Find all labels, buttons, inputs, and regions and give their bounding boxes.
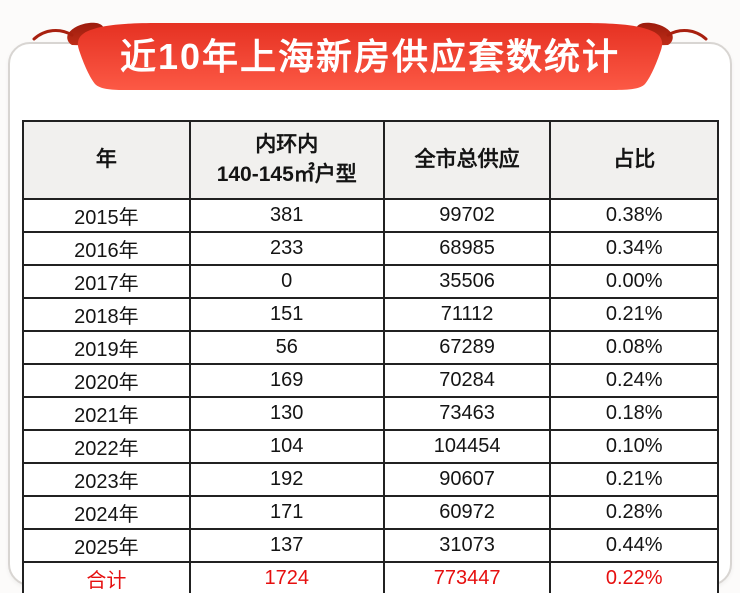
cell-year: 2025年 [22, 528, 191, 563]
col-header-inner-ring-line1: 内环内 [255, 132, 319, 156]
table-row: 2015年 381 99702 0.38% [22, 198, 719, 233]
cell-ratio: 0.38% [549, 198, 719, 233]
stats-table: 年 内环内 140-145㎡户型 全市总供应 占比 2015年 381 9970… [22, 120, 719, 593]
cell-total-inner: 1724 [188, 561, 385, 593]
cell-inner: 381 [188, 198, 385, 233]
table-row: 2020年 169 70284 0.24% [22, 363, 719, 398]
cell-inner: 137 [188, 528, 385, 563]
cell-inner: 151 [188, 297, 385, 332]
table-row: 2021年 130 73463 0.18% [22, 396, 719, 431]
table-row: 2023年 192 90607 0.21% [22, 462, 719, 497]
cell-total: 35506 [382, 264, 552, 299]
cell-total: 104454 [382, 429, 552, 464]
cell-ratio: 0.44% [549, 528, 719, 563]
title-ribbon [32, 22, 708, 90]
cell-ratio: 0.21% [549, 462, 719, 497]
table-row: 2017年 0 35506 0.00% [22, 264, 719, 299]
cell-ratio: 0.10% [549, 429, 719, 464]
cell-total-ratio: 0.22% [549, 561, 719, 593]
cell-total: 73463 [382, 396, 552, 431]
cell-total: 71112 [382, 297, 552, 332]
cell-ratio: 0.24% [549, 363, 719, 398]
cell-total: 70284 [382, 363, 552, 398]
cell-ratio: 0.21% [549, 297, 719, 332]
table-total-row: 合计 1724 773447 0.22% [22, 561, 719, 593]
table-row: 2024年 171 60972 0.28% [22, 495, 719, 530]
cell-year: 2018年 [22, 297, 191, 332]
table-row: 2025年 137 31073 0.44% [22, 528, 719, 563]
cell-total: 68985 [382, 231, 552, 266]
table-header-row: 年 内环内 140-145㎡户型 全市总供应 占比 [22, 120, 719, 200]
cell-ratio: 0.28% [549, 495, 719, 530]
col-header-citywide: 全市总供应 [382, 120, 552, 200]
cell-inner: 56 [188, 330, 385, 365]
table-row: 2022年 104 104454 0.10% [22, 429, 719, 464]
cell-total: 90607 [382, 462, 552, 497]
cell-inner: 0 [188, 264, 385, 299]
cell-inner: 171 [188, 495, 385, 530]
cell-ratio: 0.08% [549, 330, 719, 365]
table-row: 2018年 151 71112 0.21% [22, 297, 719, 332]
cell-ratio: 0.00% [549, 264, 719, 299]
table-row: 2019年 56 67289 0.08% [22, 330, 719, 365]
cell-year: 2024年 [22, 495, 191, 530]
cell-inner: 130 [188, 396, 385, 431]
cell-inner: 104 [188, 429, 385, 464]
cell-year: 2021年 [22, 396, 191, 431]
col-header-inner-ring: 内环内 140-145㎡户型 [188, 120, 385, 200]
cell-year: 2020年 [22, 363, 191, 398]
cell-total: 99702 [382, 198, 552, 233]
col-header-inner-ring-line2: 140-145㎡户型 [216, 163, 357, 186]
ribbon-fold-left-tail [32, 29, 74, 41]
cell-year: 2016年 [22, 231, 191, 266]
cell-year: 2017年 [22, 264, 191, 299]
cell-total-citywide: 773447 [382, 561, 552, 593]
cell-total: 31073 [382, 528, 552, 563]
col-header-ratio: 占比 [549, 120, 719, 200]
page-title: 近10年上海新房供应套数统计 [119, 36, 621, 77]
cell-inner: 192 [188, 462, 385, 497]
cell-inner: 169 [188, 363, 385, 398]
cell-ratio: 0.18% [549, 396, 719, 431]
col-header-year: 年 [22, 120, 191, 200]
cell-total: 67289 [382, 330, 552, 365]
cell-year: 2022年 [22, 429, 191, 464]
cell-year: 2015年 [22, 198, 191, 233]
cell-year: 2019年 [22, 330, 191, 365]
table-row: 2016年 233 68985 0.34% [22, 231, 719, 266]
cell-total: 60972 [382, 495, 552, 530]
cell-inner: 233 [188, 231, 385, 266]
cell-ratio: 0.34% [549, 231, 719, 266]
ribbon-banner-body [77, 23, 663, 90]
cell-year: 2023年 [22, 462, 191, 497]
cell-total-label: 合计 [22, 561, 191, 593]
ribbon-fold-right-tail [666, 29, 708, 41]
